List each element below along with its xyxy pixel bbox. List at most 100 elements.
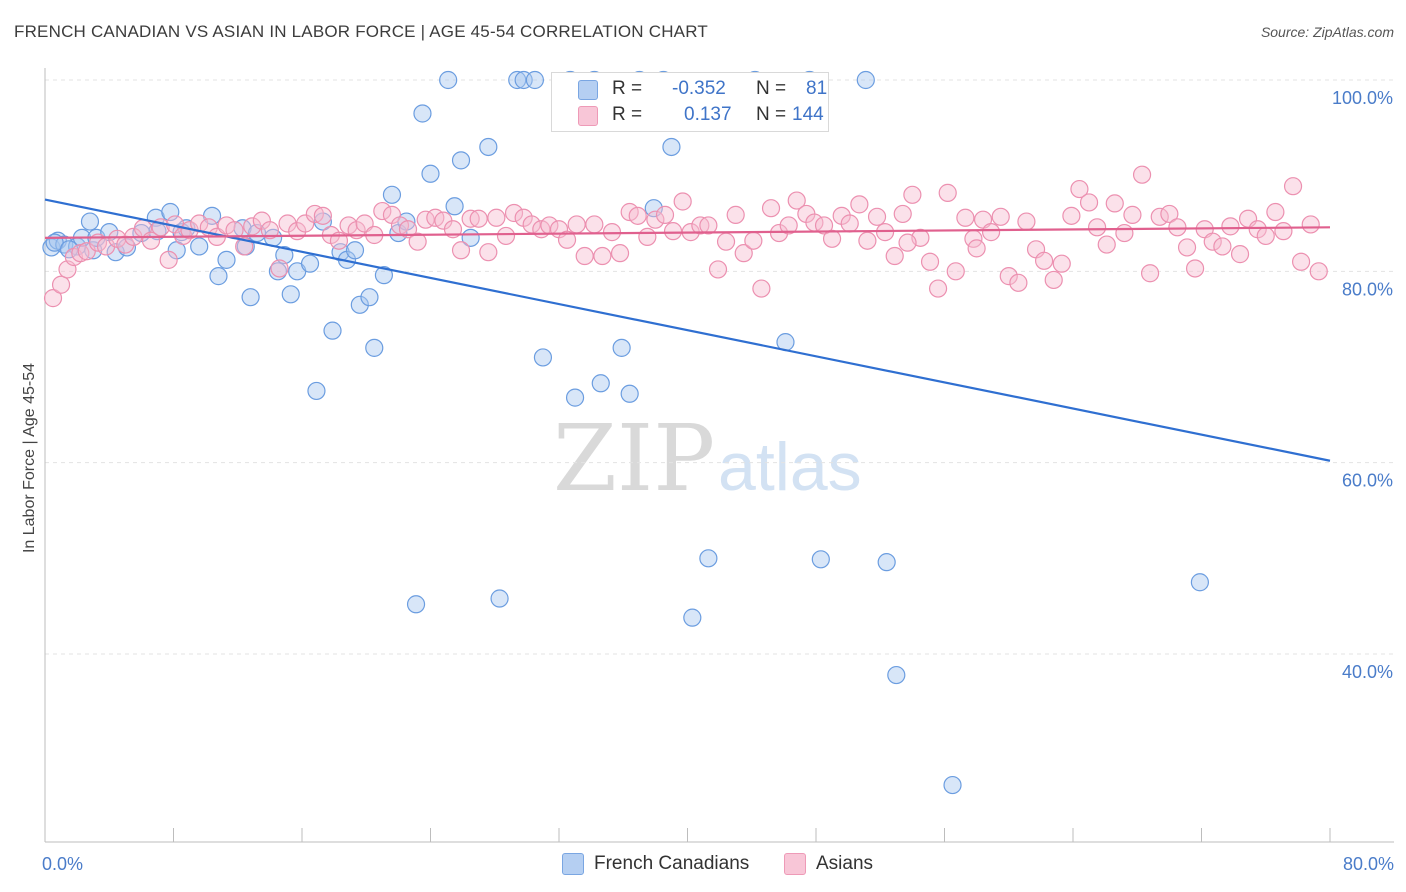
french-canadian-point bbox=[421, 164, 440, 183]
asian-point bbox=[734, 244, 753, 263]
french-canadian-point bbox=[1190, 573, 1209, 592]
asian-point bbox=[469, 209, 488, 228]
asian-point bbox=[708, 260, 728, 279]
trend-line-french-canadians bbox=[44, 198, 1331, 462]
asian-point bbox=[646, 210, 665, 229]
asian-point bbox=[1256, 226, 1275, 246]
asian-point bbox=[408, 232, 427, 251]
asian-point bbox=[938, 183, 957, 202]
watermark-zip: ZIP bbox=[553, 405, 715, 512]
asian-point bbox=[1034, 251, 1054, 270]
french-canadian-point bbox=[281, 285, 300, 304]
french-canadian-point bbox=[699, 549, 718, 568]
legend-n-label: N = bbox=[756, 78, 787, 99]
asian-point bbox=[903, 185, 922, 204]
legend-r-value: 0.137 bbox=[684, 104, 732, 125]
asian-point bbox=[51, 275, 71, 294]
chart-title: FRENCH CANADIAN VS ASIAN IN LABOR FORCE … bbox=[14, 22, 708, 41]
asian-point bbox=[673, 192, 692, 211]
asian-point bbox=[557, 230, 577, 249]
y-tick-label: 40.0% bbox=[1342, 662, 1393, 682]
asian-point bbox=[593, 246, 612, 266]
asian-point bbox=[235, 237, 254, 256]
legend-r-label: R = bbox=[612, 104, 643, 125]
asian-point bbox=[1221, 217, 1240, 236]
x-tick-label-min: 0.0% bbox=[42, 854, 83, 874]
asian-point bbox=[1230, 245, 1250, 264]
french-canadian-point bbox=[374, 266, 394, 285]
asian-point bbox=[946, 262, 965, 281]
asian-point bbox=[1070, 179, 1089, 199]
french-canadian-point bbox=[323, 321, 342, 340]
asian-point bbox=[1160, 204, 1179, 224]
asian-point bbox=[43, 289, 63, 308]
french-canadian-point bbox=[445, 197, 464, 216]
asian-point bbox=[638, 227, 657, 246]
asian-point bbox=[850, 195, 869, 214]
asian-point bbox=[1266, 202, 1285, 222]
french-canadian-point bbox=[406, 595, 426, 614]
x-tick-labels: 0.0% 80.0% bbox=[42, 854, 1394, 874]
y-tick-labels: 100.0% 80.0% 60.0% 40.0% bbox=[1332, 88, 1393, 682]
y-axis-title: In Labor Force | Age 45-54 bbox=[21, 363, 38, 553]
x-tick-label-max: 80.0% bbox=[1343, 854, 1394, 874]
asian-point bbox=[1087, 218, 1107, 237]
asian-point bbox=[496, 226, 516, 246]
asian-point bbox=[1097, 235, 1116, 254]
asian-point bbox=[567, 215, 586, 234]
asian-point bbox=[858, 231, 877, 250]
watermark-atlas: atlas bbox=[718, 429, 862, 505]
french-canadian-point bbox=[350, 295, 369, 314]
french-canadian-point bbox=[268, 262, 288, 281]
french-canadian-point bbox=[591, 374, 610, 393]
asian-point bbox=[1177, 238, 1197, 257]
asian-point bbox=[243, 217, 262, 236]
asian-point bbox=[1283, 177, 1303, 196]
legend-r-value: -0.352 bbox=[672, 78, 726, 99]
asian-point bbox=[1213, 237, 1232, 256]
asian-point bbox=[655, 205, 675, 224]
asian-point bbox=[967, 239, 986, 258]
asian-point bbox=[313, 206, 332, 225]
french-canadian-point bbox=[565, 388, 585, 407]
y-tick-label: 100.0% bbox=[1332, 88, 1393, 108]
series-asians bbox=[43, 165, 1328, 308]
french-canadian-point bbox=[365, 338, 384, 357]
axes bbox=[44, 68, 1394, 843]
french-canadian-point bbox=[217, 250, 236, 269]
french-canadian-point bbox=[533, 348, 553, 367]
asian-point bbox=[398, 220, 418, 239]
asian-point bbox=[726, 205, 745, 224]
asian-point bbox=[920, 252, 940, 271]
asian-point bbox=[822, 229, 842, 248]
legend-r-label: R = bbox=[612, 78, 643, 99]
asian-point bbox=[840, 214, 859, 233]
asian-point bbox=[1140, 264, 1160, 283]
asian-point bbox=[893, 204, 912, 224]
bottom-legend-label: Asians bbox=[816, 853, 874, 874]
french-canadian-point bbox=[508, 70, 527, 90]
french-canadian-point bbox=[80, 212, 100, 231]
y-tick-label: 60.0% bbox=[1342, 471, 1393, 491]
asian-point bbox=[1009, 273, 1028, 292]
bottom-legend-swatch-blue bbox=[562, 853, 584, 875]
asian-point bbox=[1301, 215, 1320, 234]
legend-n-value: 144 bbox=[792, 104, 824, 125]
y-tick-label: 80.0% bbox=[1342, 279, 1393, 299]
asian-point bbox=[71, 244, 90, 263]
asian-point bbox=[1062, 206, 1081, 225]
asian-point bbox=[752, 279, 771, 298]
french-canadian-point bbox=[106, 243, 125, 262]
watermark: ZIP atlas bbox=[553, 405, 862, 512]
asian-point bbox=[159, 250, 178, 269]
bottom-legend-label: French Canadians bbox=[594, 853, 750, 874]
asian-point bbox=[278, 214, 297, 233]
legend-swatch-blue bbox=[578, 80, 598, 100]
asian-point bbox=[1203, 232, 1222, 251]
bottom-legend-swatch-pink bbox=[784, 853, 806, 875]
french-canadian-point bbox=[241, 288, 260, 307]
french-canadian-point bbox=[300, 254, 320, 273]
gridlines bbox=[45, 79, 1394, 655]
asian-point bbox=[716, 232, 736, 251]
